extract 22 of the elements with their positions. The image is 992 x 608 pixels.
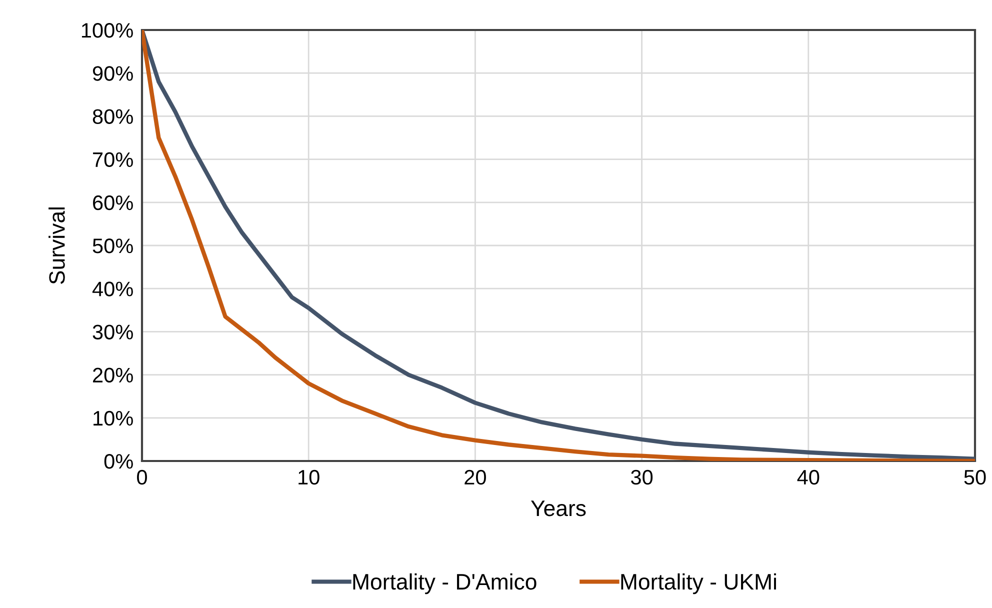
- y-tick-label: 10%: [94, 410, 133, 426]
- y-tick-label: 50%: [92, 238, 133, 254]
- x-tick-label: 10: [298, 470, 320, 485]
- x-tick-label: 40: [797, 470, 820, 485]
- y-tick-label: 20%: [93, 368, 133, 383]
- y-tick-label: 30%: [92, 324, 133, 340]
- y-tick-label: 70%: [93, 152, 133, 168]
- x-tick-label: 20: [464, 470, 486, 485]
- y-tick-label: 0%: [104, 454, 133, 469]
- y-tick-label: 100%: [82, 23, 133, 38]
- x-axis-title: Years: [530, 500, 586, 516]
- legend-label: Mortality - UKMi: [621, 573, 776, 594]
- x-tick-label: 30: [631, 470, 653, 485]
- y-axis-title: Survival: [48, 207, 65, 284]
- line-series: [142, 30, 975, 461]
- y-tick-label: 40%: [92, 282, 133, 296]
- y-tick-label: 80%: [92, 109, 133, 124]
- x-tick-label: 50: [964, 470, 986, 485]
- x-tick-label: 0: [137, 470, 147, 485]
- legend-label: Mortality - D'Amico: [353, 573, 536, 594]
- y-tick-label: 60%: [93, 195, 133, 210]
- y-tick-label: 90%: [92, 66, 133, 81]
